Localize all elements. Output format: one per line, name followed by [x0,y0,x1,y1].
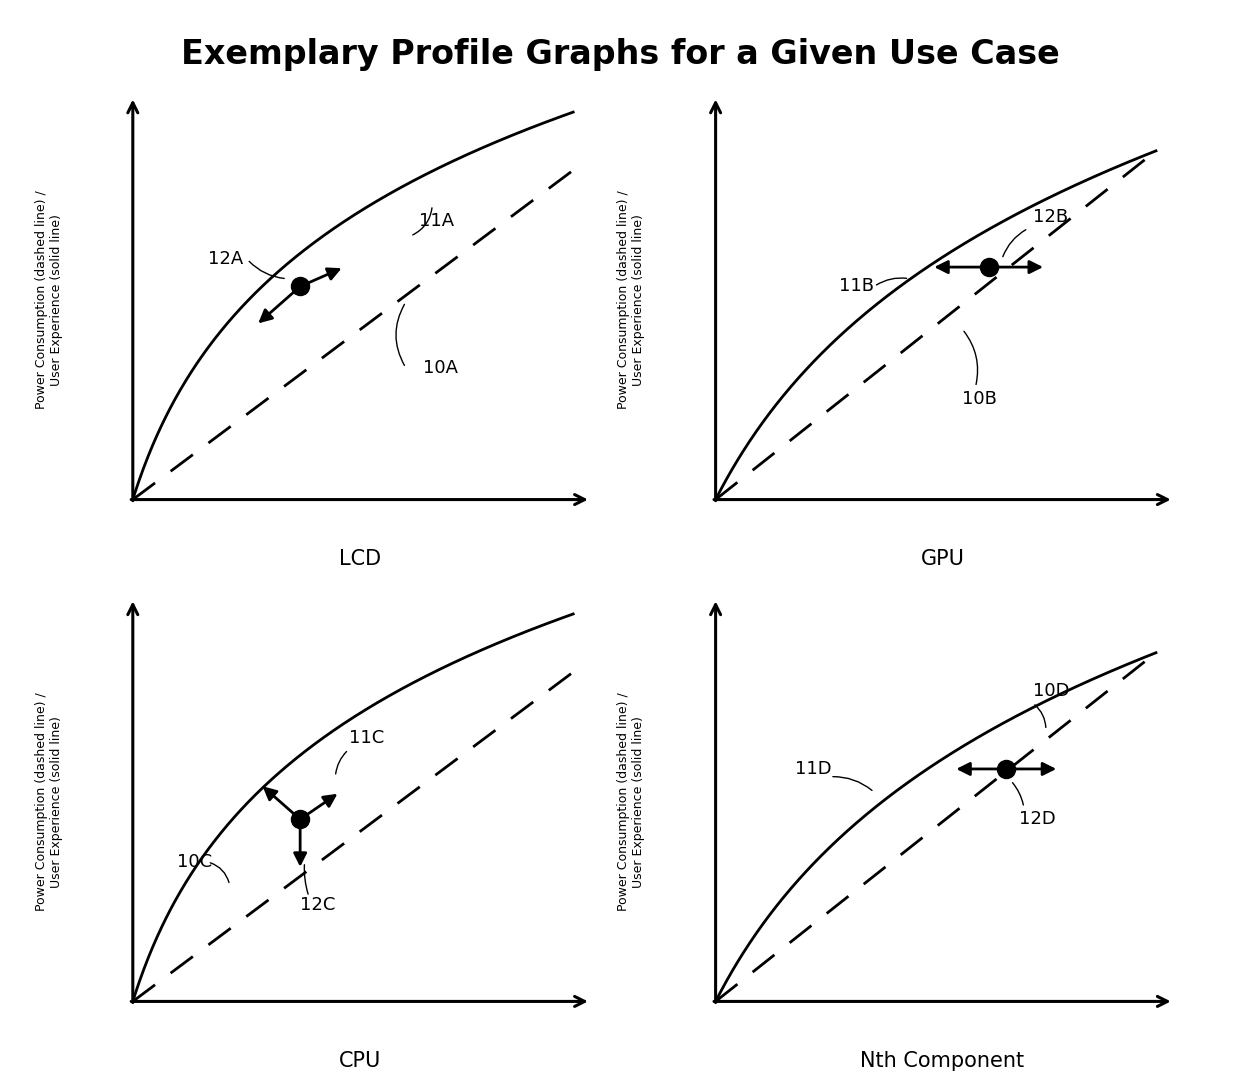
Text: 10A: 10A [423,359,459,376]
Text: 11C: 11C [348,729,384,747]
Text: 12D: 12D [1019,811,1056,828]
Text: Power Consumption (dashed line) /
User Experience (solid line): Power Consumption (dashed line) / User E… [618,693,645,911]
Text: 11A: 11A [419,212,454,229]
Text: 11D: 11D [795,760,832,778]
Text: 10D: 10D [1033,683,1069,700]
Text: 11B: 11B [839,277,874,296]
Text: Nth Component: Nth Component [861,1051,1024,1070]
Text: GPU: GPU [920,549,965,568]
Text: CPU: CPU [339,1051,381,1070]
Text: Power Consumption (dashed line) /
User Experience (solid line): Power Consumption (dashed line) / User E… [35,191,62,409]
Text: 10B: 10B [962,389,997,408]
Text: 12A: 12A [207,250,243,268]
Text: Power Consumption (dashed line) /
User Experience (solid line): Power Consumption (dashed line) / User E… [35,693,62,911]
Text: FIG. 1A: FIG. 1A [298,602,422,632]
Text: Power Consumption (dashed line) /
User Experience (solid line): Power Consumption (dashed line) / User E… [618,191,645,409]
Text: FIG. 1B: FIG. 1B [880,602,1004,632]
Text: 12B: 12B [1033,207,1068,226]
Text: LCD: LCD [339,549,381,568]
Text: 10C: 10C [177,853,212,871]
Text: Exemplary Profile Graphs for a Given Use Case: Exemplary Profile Graphs for a Given Use… [181,38,1059,71]
Text: 12C: 12C [300,896,336,913]
